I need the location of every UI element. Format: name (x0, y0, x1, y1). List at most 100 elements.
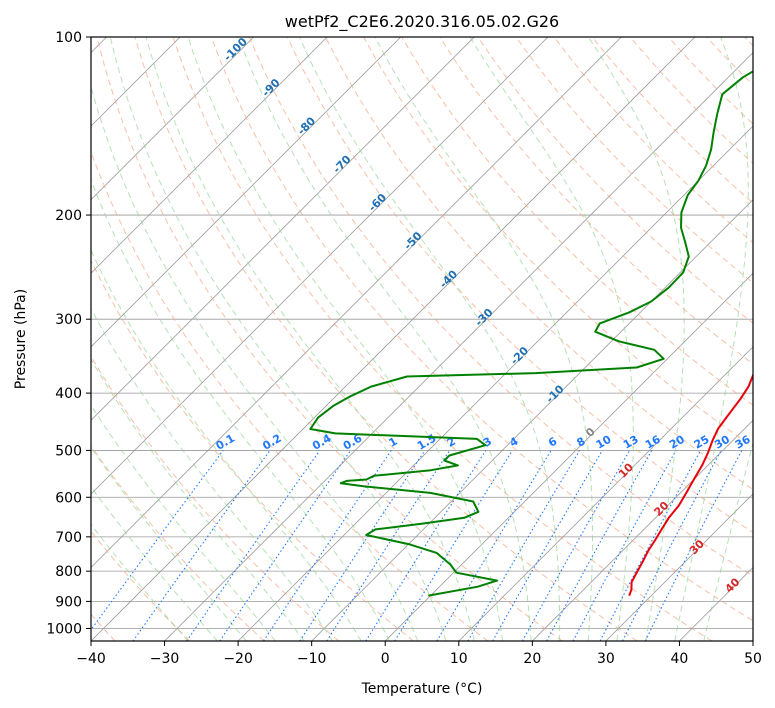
x-tick-label: 30 (597, 651, 615, 667)
isotherm-line (91, 37, 328, 274)
mixing-ratio-label: 16 (643, 433, 663, 452)
chart-title: wetPf2_C2E6.2020.316.05.02.G26 (285, 12, 559, 32)
moist-adiabat-line (299, 37, 561, 641)
moist-adiabat-label: 20 (652, 499, 672, 519)
moist-adiabat-label: -30 (472, 306, 495, 329)
mixing-ratio-line (467, 450, 581, 641)
moist-adiabat-line (91, 249, 362, 641)
y-tick-label: 200 (55, 208, 82, 224)
moist-adiabat-label: -90 (259, 76, 282, 99)
mixing-ratio-line (186, 450, 321, 641)
x-tick-label: 40 (671, 651, 689, 667)
isotherm-line (91, 37, 402, 348)
moist-adiabat-label: 40 (723, 575, 743, 595)
y-tick-label: 400 (55, 386, 82, 402)
x-tick-label: −30 (150, 651, 180, 667)
moist-adiabat-line (91, 84, 419, 641)
mixing-ratio-label: 1 (386, 435, 399, 450)
isotherm-line (91, 37, 696, 641)
isotherm-line (605, 493, 753, 641)
y-tick-label: 800 (55, 564, 82, 580)
mixing-ratio-line (326, 450, 451, 641)
y-tick-label: 300 (55, 312, 82, 328)
moist-adiabat-line (674, 37, 749, 641)
moist-adiabat-label: -70 (330, 153, 353, 176)
mixing-ratio-line (263, 450, 392, 641)
y-axis-title: Pressure (hPa) (13, 289, 29, 389)
mixing-ratio-label: 0.4 (310, 431, 334, 452)
dry-adiabat-line (705, 37, 753, 86)
mixing-ratio-label: 0.2 (260, 432, 283, 453)
dry-adiabat-line (210, 37, 753, 622)
mixing-ratio-line (365, 450, 487, 641)
dewpoint-profile (309, 70, 753, 597)
mixing-ratio-label: 8 (574, 435, 587, 450)
moist-adiabat-label: 30 (687, 537, 707, 557)
mixing-ratio-line (644, 450, 743, 641)
mixing-ratio-line (132, 450, 271, 641)
moist-adiabat-line (187, 37, 504, 641)
mixing-ratio-line (299, 450, 426, 641)
x-tick-label: 10 (450, 651, 468, 667)
mixing-ratio-line (522, 450, 631, 641)
moist-adiabat-line (109, 37, 447, 641)
plot-area: 0.1 0.2 0.4 0.6 1 1.5 2 3 4 6 8 10 13 16 20 25 30 36-100-… (91, 24, 775, 641)
isotherm-line (384, 272, 753, 641)
moist-adiabat-label: -80 (295, 114, 318, 137)
moist-adiabat-label: -10 (543, 382, 566, 405)
mixing-ratio-line (436, 450, 552, 641)
x-tick-label: −20 (223, 651, 253, 667)
mixing-ratio-label: 6 (546, 434, 559, 449)
dry-adiabat-line (91, 150, 489, 641)
moist-adiabat-label: 0 (583, 425, 598, 440)
dry-adiabat-line (91, 355, 340, 641)
y-tick-label: 700 (55, 530, 82, 546)
y-tick-label: 1000 (46, 621, 82, 637)
x-tick-label: −40 (76, 651, 106, 667)
dry-adiabat-line (248, 37, 753, 577)
isotherm-line (91, 37, 622, 568)
moist-adiabat-line (91, 358, 305, 641)
dry-adiabat-line (770, 24, 775, 641)
dry-adiabat-line (134, 37, 638, 641)
isotherm-line (237, 125, 753, 641)
moist-adiabat-label: -50 (401, 229, 424, 252)
moist-adiabat-line (91, 485, 218, 641)
mixing-ratio-line (91, 450, 224, 631)
moist-adiabat-label: -60 (366, 191, 389, 214)
mixing-ratio-label: 20 (667, 433, 687, 452)
moist-adiabat-line (91, 404, 276, 641)
isotherm-line (164, 52, 753, 641)
dry-adiabat-line (172, 37, 713, 641)
dry-adiabat-line (324, 37, 753, 490)
mixing-ratio-label: 0.1 (214, 432, 237, 453)
dry-adiabat-line (286, 37, 753, 534)
plot-frame (90, 36, 754, 642)
moist-adiabat-line (91, 307, 334, 641)
y-axis: 100 200 300 400 500 600 700 800 900 1000 (46, 30, 91, 637)
isotherm-line (458, 346, 753, 641)
y-tick-label: 600 (55, 490, 82, 506)
x-tick-label: 0 (381, 651, 390, 667)
mixing-ratio-label: 10 (594, 433, 614, 452)
mixing-ratio-label: 4 (507, 434, 520, 449)
x-axis-title: Temperature (°C) (361, 681, 483, 697)
isotherm-line (752, 640, 753, 641)
isotherm-line (91, 37, 549, 495)
moist-adiabat-line (703, 440, 753, 641)
y-tick-label: 900 (55, 594, 82, 610)
mixing-ratio-line (219, 450, 352, 641)
temperature-profile (628, 372, 753, 596)
isotherm-line (311, 199, 753, 641)
moist-adiabat-label: -40 (437, 267, 460, 290)
moist-adiabat-line (237, 37, 532, 641)
moist-adiabat-line (91, 523, 189, 641)
y-tick-label: 100 (55, 30, 82, 46)
moist-adiabat-line (587, 37, 685, 641)
isotherm-line (91, 37, 254, 201)
x-tick-label: 50 (744, 651, 762, 667)
dry-adiabat-line (91, 259, 414, 641)
moist-adiabat-line (91, 446, 247, 641)
y-tick-label: 500 (55, 443, 82, 459)
